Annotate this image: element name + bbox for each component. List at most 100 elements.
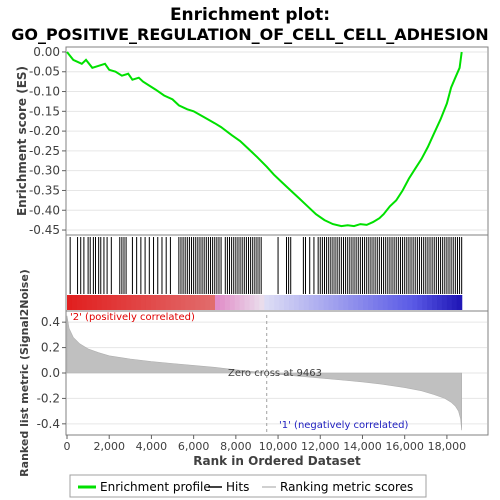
metric-y-axis: 0.4 0.2 0.0 -0.2 -0.4	[37, 315, 66, 431]
metric-y-tick-label: -0.2	[37, 391, 60, 405]
heatbar-segment	[338, 295, 344, 310]
x-tick-label: 2,000	[93, 440, 125, 453]
enrichment-profile-line	[66, 51, 463, 228]
heatbar-segment	[293, 295, 300, 310]
heatbar-segment	[367, 295, 374, 310]
heatbar-segment	[279, 295, 285, 310]
legend-box	[69, 474, 427, 498]
heatbar-segment	[71, 295, 78, 310]
metric-area-layer	[66, 315, 462, 431]
heatbar-segment	[131, 295, 137, 310]
metric-x-axis: 0 2,000 4,000 6,000 8,000 10,000 12,000 14,000 1…	[64, 435, 467, 453]
heatbar-segment	[407, 295, 413, 310]
es-y-tick-label: -0.20	[29, 124, 60, 138]
heatbar-segment	[234, 295, 241, 310]
heatbar-segment	[451, 295, 458, 310]
heatbar-segment	[289, 295, 295, 310]
x-tick-label: 10,000	[259, 440, 298, 453]
es-y-tick-label: -0.30	[29, 164, 60, 178]
heatbar-segment	[427, 295, 433, 310]
metric-y-tick-label: 0.0	[41, 366, 60, 380]
metric-y-tick-label: 0.2	[41, 341, 60, 355]
heatbar-segment	[96, 295, 103, 310]
neg-correlated-label: '1' (negatively correlated)	[279, 420, 408, 431]
x-axis-label: Rank in Ordered Dataset	[193, 454, 361, 468]
chart-title: Enrichment plot:	[170, 5, 330, 25]
heatbar-segment	[239, 295, 246, 310]
es-y-tick-label: -0.05	[29, 65, 60, 79]
es-line-layer	[66, 51, 463, 228]
heatbar-segment	[210, 295, 216, 310]
heatbar-segment	[313, 295, 320, 310]
es-y-tick-label: -0.15	[29, 104, 60, 118]
heatbar-segment	[387, 295, 394, 310]
legend-label-hits: Hits	[226, 480, 249, 494]
heatbar-segment	[259, 295, 265, 310]
heatbar-segment	[106, 295, 113, 310]
zero-cross-label: Zero cross at 9463	[228, 368, 322, 379]
heatbar-segment	[323, 295, 330, 310]
heatbar-segment	[165, 295, 172, 310]
heatbar-segment	[76, 295, 83, 310]
heatbar-segment	[417, 295, 423, 310]
heatbar-segment	[101, 295, 108, 310]
heatbar-segment	[382, 295, 389, 310]
heatbar-segment	[318, 295, 325, 310]
heatbar-segment	[264, 295, 270, 310]
heatbar-segment	[412, 295, 418, 310]
heatbar-segment	[392, 295, 399, 310]
x-tick-label: 18,000	[428, 440, 467, 453]
x-tick-label: 8,000	[220, 440, 252, 453]
x-tick-label: 14,000	[343, 440, 382, 453]
heatbar-segment	[446, 295, 453, 310]
heatbar-segment	[81, 295, 88, 310]
heatbar-segment	[170, 295, 177, 310]
heatbar-segment	[358, 295, 364, 310]
heatbar-segment	[224, 295, 231, 310]
heatbar-segment	[308, 295, 315, 310]
hits-layer	[69, 237, 463, 294]
heatbar-segment	[353, 295, 359, 310]
heatbar-segment	[422, 295, 428, 310]
es-grid	[67, 51, 487, 231]
x-tick-label: 16,000	[385, 440, 424, 453]
es-y-tick-label: -0.40	[29, 203, 60, 217]
heatbar-segment	[150, 295, 157, 310]
heatbar-segment	[185, 295, 191, 310]
heatbar-segment	[333, 295, 339, 310]
x-tick-label: 4,000	[136, 440, 168, 453]
heatbar-segment	[249, 295, 256, 310]
legend-label-enrichment: Enrichment profile	[100, 480, 211, 494]
es-y-axis: 0.00 -0.05 -0.10 -0.15 -0.20 -0.25 -0.30 -0.35 -…	[29, 45, 66, 237]
rank-heatbar	[67, 295, 463, 310]
heatbar-segment	[116, 295, 122, 310]
heatbar-segment	[205, 295, 211, 310]
es-y-tick-label: -0.45	[29, 223, 60, 237]
ranking-metric-area	[66, 315, 462, 431]
heatbar-segment	[190, 295, 196, 310]
pos-correlated-label: '2' (positively correlated)	[70, 312, 195, 323]
legend-label-metric: Ranking metric scores	[280, 480, 413, 494]
heatbar-segment	[67, 295, 73, 310]
heatbar-segment	[441, 295, 448, 310]
heatbar-segment	[195, 295, 201, 310]
heatbar-segment	[284, 295, 290, 310]
x-tick-label: 0	[64, 440, 71, 453]
heatbar-segment	[219, 295, 226, 310]
heatbar-segment	[136, 295, 142, 310]
heatbar-segment	[254, 295, 261, 310]
es-y-tick-label: 0.00	[33, 45, 60, 59]
heatbar-segment	[126, 295, 132, 310]
heatbar-segment	[145, 295, 152, 310]
heatbar-segment	[141, 295, 147, 310]
metric-y-tick-label: 0.4	[41, 315, 60, 329]
heatbar-segment	[111, 295, 117, 310]
x-tick-label: 6,000	[178, 440, 210, 453]
heatbar-segment	[328, 295, 335, 310]
es-y-tick-label: -0.10	[29, 85, 60, 99]
heatbar-segment	[402, 295, 409, 310]
heatbar-segment	[160, 295, 167, 310]
heatbar-segment	[348, 295, 354, 310]
heatbar-segment	[343, 295, 349, 310]
